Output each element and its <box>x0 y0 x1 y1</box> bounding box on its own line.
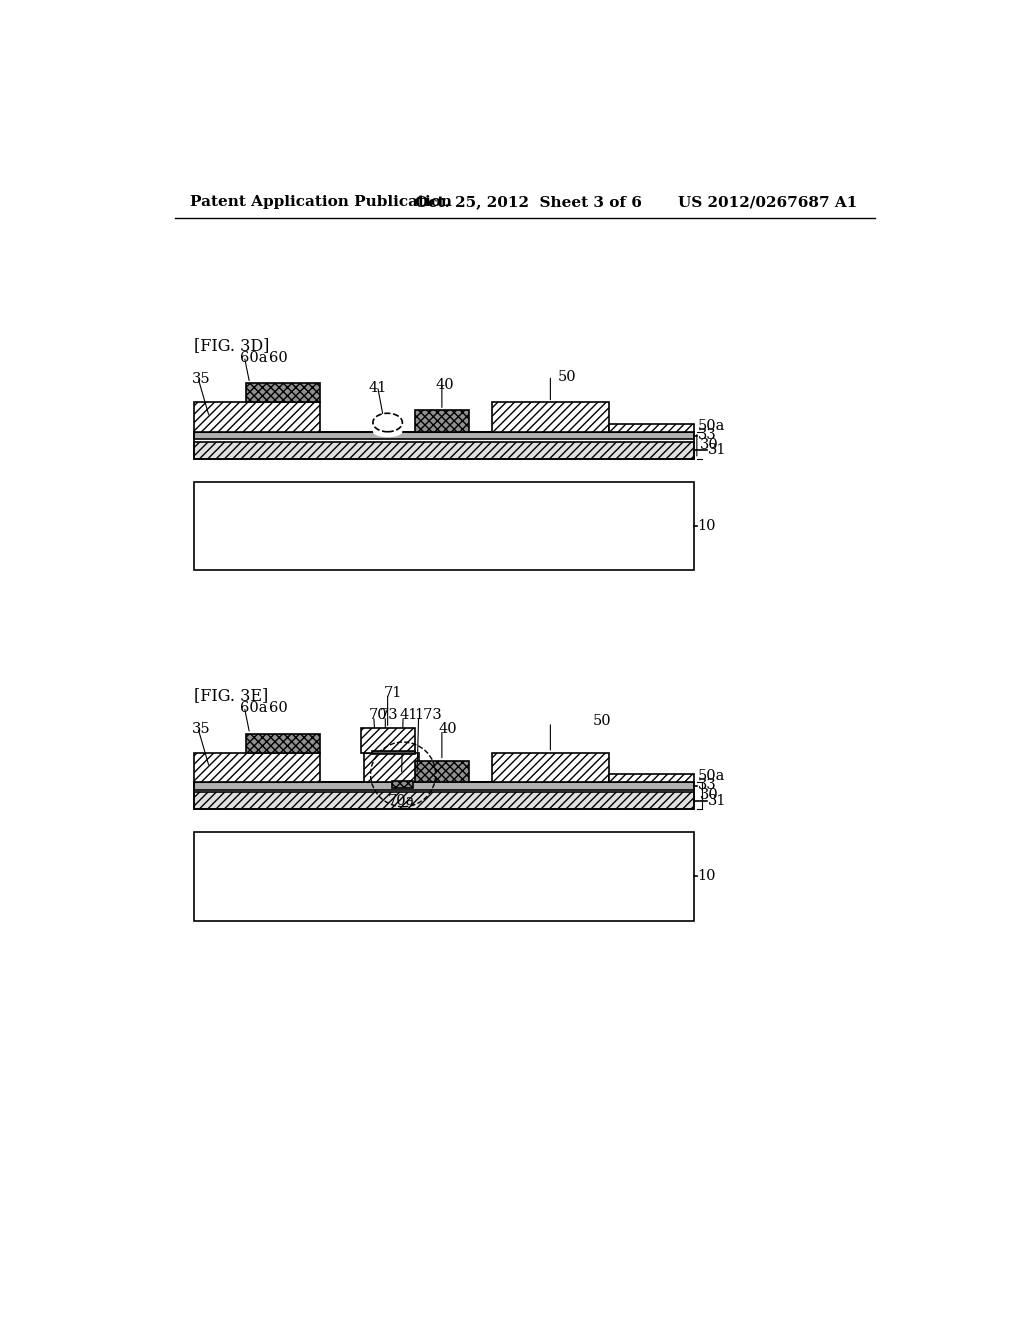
Text: 50: 50 <box>558 370 577 384</box>
Text: 30: 30 <box>700 438 719 451</box>
Ellipse shape <box>373 426 402 437</box>
Text: 70: 70 <box>369 708 387 722</box>
Bar <box>194 432 693 440</box>
Bar <box>372 751 415 755</box>
Text: 31: 31 <box>708 444 726 457</box>
Bar <box>194 792 693 809</box>
Text: 40: 40 <box>435 378 455 392</box>
Bar <box>365 752 419 781</box>
Text: 50a: 50a <box>697 418 725 433</box>
Text: 60a: 60a <box>240 701 267 715</box>
Text: Patent Application Publication: Patent Application Publication <box>190 195 452 209</box>
Bar <box>194 482 693 570</box>
Bar <box>246 734 321 752</box>
Text: 60a: 60a <box>240 351 267 364</box>
Text: 31: 31 <box>708 793 726 808</box>
Bar <box>194 781 693 789</box>
Text: 33: 33 <box>697 779 717 792</box>
Text: 40: 40 <box>438 722 458 737</box>
Text: 41: 41 <box>369 381 387 395</box>
Bar <box>415 760 469 781</box>
Bar <box>194 832 693 921</box>
Text: 70a: 70a <box>388 793 415 808</box>
Text: 35: 35 <box>193 722 211 737</box>
Text: 30: 30 <box>700 788 719 803</box>
Text: [FIG. 3E]: [FIG. 3E] <box>194 688 268 705</box>
Bar <box>246 383 321 403</box>
Text: 10: 10 <box>697 519 716 533</box>
Bar <box>194 403 321 432</box>
Text: 50a: 50a <box>697 770 725 783</box>
Text: Oct. 25, 2012  Sheet 3 of 6: Oct. 25, 2012 Sheet 3 of 6 <box>415 195 642 209</box>
Bar <box>194 432 693 459</box>
Text: 71: 71 <box>384 686 402 700</box>
Text: 10: 10 <box>697 869 716 883</box>
Text: 41: 41 <box>399 708 418 722</box>
Text: 60: 60 <box>269 701 288 715</box>
Bar <box>360 729 415 752</box>
Ellipse shape <box>373 413 402 432</box>
Text: 35: 35 <box>193 372 211 385</box>
Bar <box>608 775 693 781</box>
Text: 33: 33 <box>697 428 717 442</box>
Text: [FIG. 3D]: [FIG. 3D] <box>194 337 269 354</box>
Text: 60: 60 <box>269 351 288 364</box>
Text: 50: 50 <box>593 714 611 729</box>
Bar <box>194 752 321 781</box>
Bar <box>194 781 693 809</box>
Bar <box>194 442 693 459</box>
Text: 173: 173 <box>415 708 442 722</box>
Bar <box>415 411 469 432</box>
Text: US 2012/0267687 A1: US 2012/0267687 A1 <box>678 195 858 209</box>
Text: 73: 73 <box>380 708 398 722</box>
Bar <box>493 403 608 432</box>
Bar <box>391 780 414 788</box>
Bar <box>493 752 608 781</box>
Bar <box>608 424 693 432</box>
